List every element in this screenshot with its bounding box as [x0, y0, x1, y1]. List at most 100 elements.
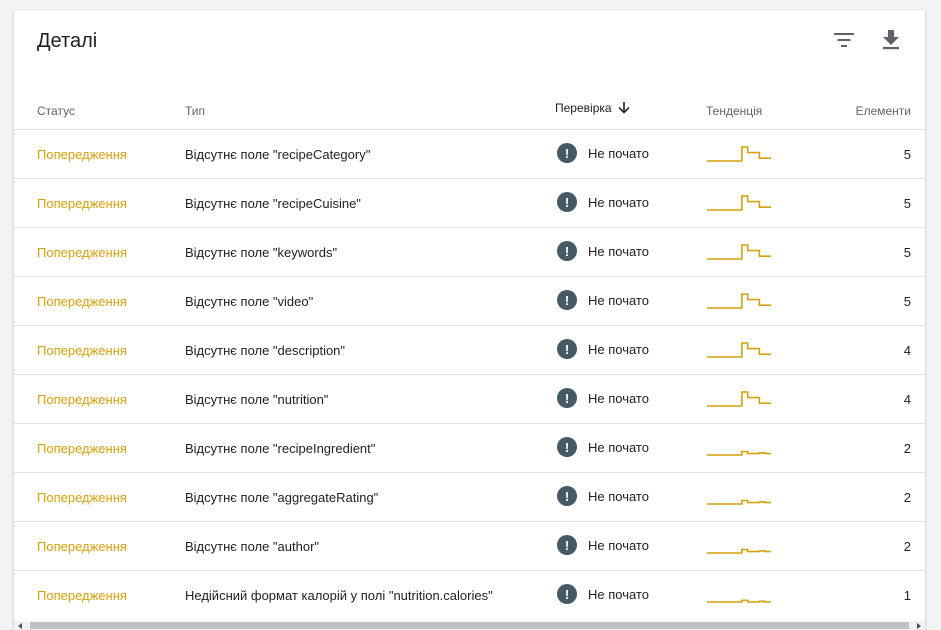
type-cell: Відсутнє поле "keywords": [185, 245, 338, 260]
check-cell: ! Не почато: [557, 388, 649, 408]
status-cell: Попередження: [37, 441, 127, 456]
exclamation-icon: !: [557, 143, 577, 163]
trend-sparkline: [707, 195, 771, 211]
filter-button[interactable]: [829, 25, 859, 55]
check-status-label: Не почато: [588, 341, 649, 357]
exclamation-icon: !: [557, 241, 577, 261]
table-row[interactable]: Попередження Відсутнє поле "recipeIngredi…: [14, 424, 925, 473]
table-body: Попередження Відсутнє поле "recipeCategor…: [14, 130, 925, 619]
exclamation-icon: !: [557, 535, 577, 555]
table-row[interactable]: Попередження Відсутнє поле "nutrition"! Не…: [14, 375, 925, 424]
trend-sparkline: [707, 450, 771, 456]
horizontal-scrollbar[interactable]: [14, 621, 925, 630]
type-cell: Відсутнє поле "author": [185, 539, 320, 554]
column-header-trend[interactable]: Тенденція: [706, 104, 763, 118]
check-status-label: Не почато: [588, 243, 649, 259]
items-cell: 5: [903, 294, 911, 309]
status-cell: Попередження: [37, 196, 127, 211]
check-cell: ! Не почато: [557, 290, 649, 310]
card-title: Деталі: [37, 30, 98, 52]
trend-line: [707, 293, 771, 309]
trend-sparkline: [707, 293, 771, 309]
items-cell: 4: [903, 343, 911, 358]
trend-line: [707, 450, 771, 456]
exclamation-icon: !: [557, 290, 577, 310]
details-card: Деталі Статус Тип Перевірка Т: [14, 10, 925, 630]
items-cell: 5: [903, 245, 911, 260]
items-cell: 5: [903, 196, 911, 211]
check-status-label: Не почато: [588, 292, 649, 308]
check-cell: ! Не почато: [557, 584, 649, 604]
items-cell: 4: [903, 392, 911, 407]
trend-cell: [706, 534, 772, 559]
trend-line: [707, 548, 771, 554]
items-cell: 1: [903, 588, 911, 603]
table-row[interactable]: Попередження Відсутнє поле "description"!…: [14, 326, 925, 375]
check-cell: ! Не почато: [557, 192, 649, 212]
trend-sparkline: [707, 342, 771, 358]
check-cell: ! Не почато: [557, 486, 649, 506]
table-row[interactable]: Попередження Відсутнє поле "keywords"! Не …: [14, 228, 925, 277]
arrow-downward-icon: [618, 102, 630, 114]
trend-cell: [706, 583, 772, 608]
exclamation-icon: !: [557, 339, 577, 359]
type-cell: Недійсний формат калорій у полі "nutriti…: [185, 588, 493, 603]
exclamation-icon: !: [557, 486, 577, 506]
scroll-left-arrow-icon[interactable]: [18, 623, 22, 629]
trend-cell: [706, 191, 772, 216]
check-cell: ! Не почато: [557, 437, 649, 457]
table-row[interactable]: Попередження Відсутнє поле "video"! Не поч…: [14, 277, 925, 326]
items-cell: 5: [903, 147, 911, 162]
exclamation-icon: !: [557, 192, 577, 212]
table-row[interactable]: Попередження Відсутнє поле "recipeCategor…: [14, 130, 925, 179]
check-status-label: Не почато: [588, 145, 649, 161]
table-header: Статус Тип Перевірка Тенденція Елементи: [14, 72, 925, 130]
table-row[interactable]: Попередження Відсутнє поле "aggregateRati…: [14, 473, 925, 522]
scroll-right-arrow-icon[interactable]: [917, 623, 921, 629]
exclamation-icon: !: [557, 584, 577, 604]
trend-line: [707, 146, 771, 162]
column-header-check-label: Перевірка: [555, 101, 612, 115]
trend-sparkline: [707, 599, 771, 603]
check-cell: ! Не почато: [557, 241, 649, 261]
trend-cell: [706, 289, 772, 314]
trend-line: [707, 499, 771, 505]
exclamation-icon: !: [557, 437, 577, 457]
scrollbar-thumb[interactable]: [30, 622, 909, 629]
table-row[interactable]: Попередження Недійсний формат калорій у п…: [14, 571, 925, 619]
status-cell: Попередження: [37, 539, 127, 554]
check-status-label: Не почато: [588, 194, 649, 210]
trend-sparkline: [707, 244, 771, 260]
download-icon: [883, 30, 899, 50]
table-row[interactable]: Попередження Відсутнє поле "author"! Не по…: [14, 522, 925, 571]
type-cell: Відсутнє поле "aggregateRating": [185, 490, 379, 505]
check-status-label: Не почато: [588, 537, 649, 553]
column-header-status[interactable]: Статус: [37, 104, 75, 118]
card-header: Деталі: [14, 10, 925, 72]
column-header-items[interactable]: Елементи: [855, 104, 911, 118]
column-header-type[interactable]: Тип: [185, 104, 206, 118]
type-cell: Відсутнє поле "nutrition": [185, 392, 329, 407]
status-cell: Попередження: [37, 588, 127, 603]
check-status-label: Не почато: [588, 439, 649, 455]
exclamation-icon: !: [557, 388, 577, 408]
trend-line: [707, 195, 771, 211]
trend-line: [707, 244, 771, 260]
trend-cell: [706, 240, 772, 265]
trend-cell: [706, 142, 772, 167]
column-header-check[interactable]: Перевірка: [555, 101, 630, 115]
table-row[interactable]: Попередження Відсутнє поле "recipeCuisine…: [14, 179, 925, 228]
trend-sparkline: [707, 391, 771, 407]
download-button[interactable]: [876, 25, 906, 55]
status-cell: Попередження: [37, 490, 127, 505]
trend-cell: [706, 387, 772, 412]
trend-line: [707, 391, 771, 407]
trend-sparkline: [707, 548, 771, 554]
trend-cell: [706, 436, 772, 461]
items-cell: 2: [903, 441, 911, 456]
type-cell: Відсутнє поле "description": [185, 343, 346, 358]
status-cell: Попередження: [37, 294, 127, 309]
check-cell: ! Не почато: [557, 339, 649, 359]
type-cell: Відсутнє поле "recipeIngredient": [185, 441, 376, 456]
trend-line: [707, 599, 771, 603]
